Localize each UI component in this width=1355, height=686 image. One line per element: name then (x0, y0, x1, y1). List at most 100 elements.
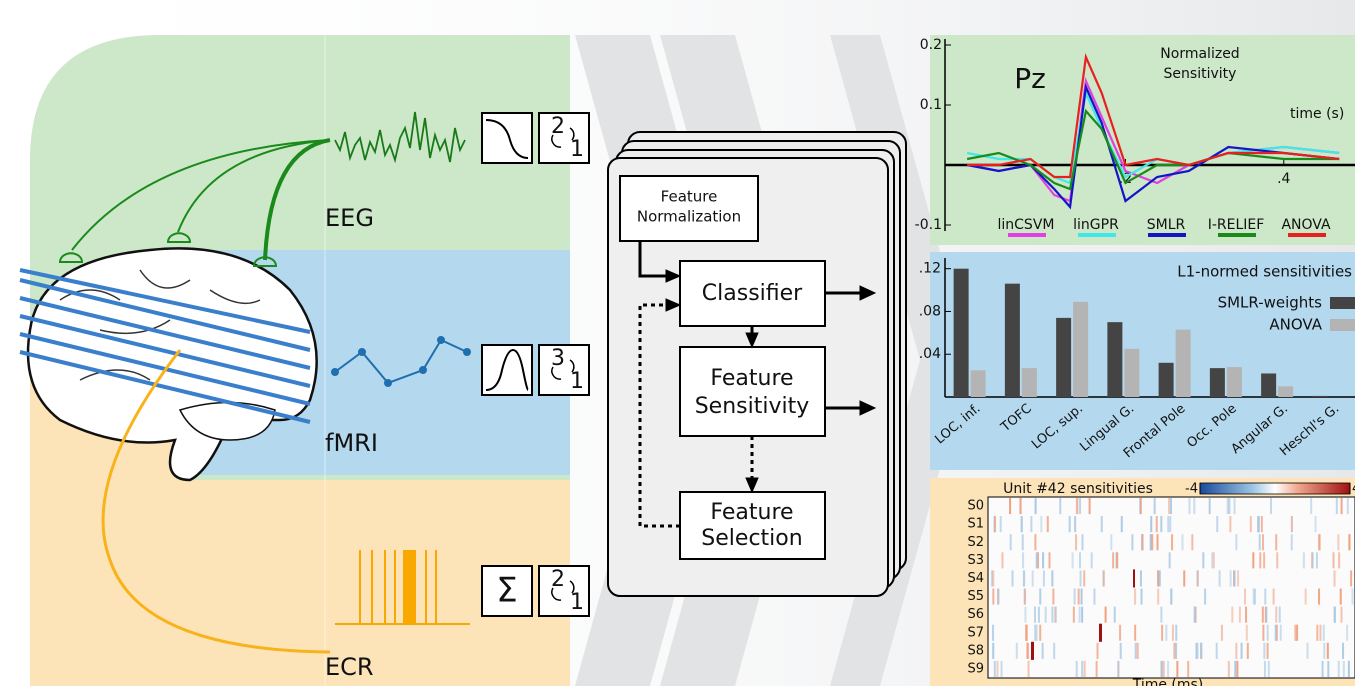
heatmap-stripe (1342, 660, 1345, 677)
heatmap-stripe (1267, 660, 1270, 677)
bar (1107, 322, 1123, 397)
heatmap-stripe (1235, 642, 1238, 659)
row-label: S7 (967, 625, 984, 640)
heatmap-stripe (1319, 624, 1322, 641)
heatmap-stripe (1168, 552, 1171, 569)
heatmap-stripe (1015, 642, 1018, 659)
heatmap-stripe (1200, 642, 1203, 659)
heatmap-stripe (1117, 660, 1120, 677)
heatmap-stripe (1076, 498, 1079, 515)
heatmap-stripe (1275, 624, 1278, 641)
colorbar (1199, 482, 1351, 495)
heatmap-stripe (1023, 570, 1026, 587)
heatmap-stripe (1264, 588, 1267, 605)
heatmap-stripe (1337, 534, 1340, 551)
row-label: S5 (967, 589, 984, 604)
node (619, 175, 759, 242)
bar (1158, 362, 1174, 397)
heatmap-stripe (1323, 642, 1326, 659)
node (679, 491, 826, 560)
heatmap-stripe (1110, 534, 1113, 551)
legend-swatch (1330, 319, 1355, 331)
heatmap-stripe (1140, 588, 1143, 605)
heatmap-stripe (1318, 588, 1321, 605)
heatmap-stripe (1167, 516, 1170, 533)
heatmap-stripe (1039, 588, 1042, 605)
icon-digit: 3 (551, 346, 565, 371)
heatmap-stripe (1090, 552, 1093, 569)
arrows (638, 241, 877, 528)
erp-panel (930, 35, 1355, 245)
node-label: Classifier (702, 281, 803, 306)
row-label: S6 (967, 607, 984, 622)
heatmap-stripe (1339, 588, 1342, 605)
heatmap-stripe (1026, 642, 1029, 659)
heatmap-stripe (1173, 642, 1176, 659)
heatmap-stripe (1258, 534, 1261, 551)
row-label: S0 (967, 499, 984, 514)
node (679, 260, 826, 327)
bar (953, 268, 969, 397)
heatmap-stripe (1196, 642, 1199, 659)
y-tick-label: .08 (919, 303, 941, 319)
node-label: Feature (710, 500, 793, 525)
heatmap-stripe (1346, 624, 1349, 641)
heatmap-stripe (1035, 552, 1038, 569)
heatmap-stripe (1167, 660, 1170, 677)
legend-swatch (1008, 233, 1046, 237)
modality-label: ECR (325, 653, 374, 681)
legend-swatch (1218, 233, 1256, 237)
heatmap-stripe (1139, 570, 1142, 587)
icons (481, 112, 590, 617)
row-label: S1 (967, 517, 984, 532)
heatmap-stripe (992, 624, 995, 641)
heatmap-stripe (1079, 498, 1082, 515)
heatmap-stripe (1176, 660, 1179, 677)
heatmap-stripe (1216, 516, 1219, 533)
heatmap-stripe (1020, 516, 1023, 533)
heatmap-stripe (1162, 660, 1165, 677)
heatmap-area (987, 496, 1355, 679)
heatmap-stripe (1040, 516, 1043, 533)
heatmap-stripe (1245, 624, 1248, 641)
heatmap-stripe (992, 570, 995, 587)
heatmap-stripe (1116, 552, 1119, 569)
heatmap-stripe (1259, 552, 1262, 569)
heatmap-stripe (992, 588, 995, 605)
bar (1226, 367, 1242, 397)
heatmap-stripe (1314, 516, 1317, 533)
node-label: Feature (661, 188, 718, 206)
heatmap-stripe (1141, 534, 1144, 551)
heatmap-stripe (1311, 552, 1314, 569)
heatmap-stripe (1034, 498, 1037, 515)
heatmap-stripe (1233, 498, 1236, 515)
heatmap-stripe (1226, 498, 1229, 515)
heatmap-stripe (1075, 534, 1078, 551)
heatmap-stripe (1009, 498, 1012, 515)
row-label: S2 (967, 535, 984, 550)
heatmap-stripe (1077, 588, 1080, 605)
heatmap-stripe (999, 516, 1002, 533)
heatmap-stripe (1237, 570, 1240, 587)
chart-title: L1-normed sensitivities (1177, 263, 1352, 281)
icon-digit: 2 (551, 567, 565, 592)
heatmap-stripe (1157, 588, 1160, 605)
node-label: Feature (710, 366, 793, 391)
heatmap-stripe (1096, 642, 1099, 659)
heatmap-stripe (1261, 534, 1264, 551)
ecr-panel (30, 480, 570, 686)
heatmap-stripe (1081, 660, 1084, 677)
heatmap-stripe (1078, 552, 1081, 569)
heatmap-stripe (1244, 588, 1247, 605)
heatmap-stripe (1088, 498, 1091, 515)
heatmap-stripe (1046, 516, 1049, 533)
heatmap-stripe (1195, 642, 1198, 659)
icon-symbol: Σ (496, 571, 517, 611)
heatmap-stripe (1350, 570, 1353, 587)
heatmap-stripe (1193, 498, 1196, 515)
heatmap-stripe (1031, 641, 1034, 660)
heatmap-stripe (1104, 606, 1107, 623)
x-axis-label: time (s) (1290, 106, 1344, 122)
icon-digit: 1 (570, 369, 584, 394)
heatmap-stripe (1220, 624, 1223, 641)
